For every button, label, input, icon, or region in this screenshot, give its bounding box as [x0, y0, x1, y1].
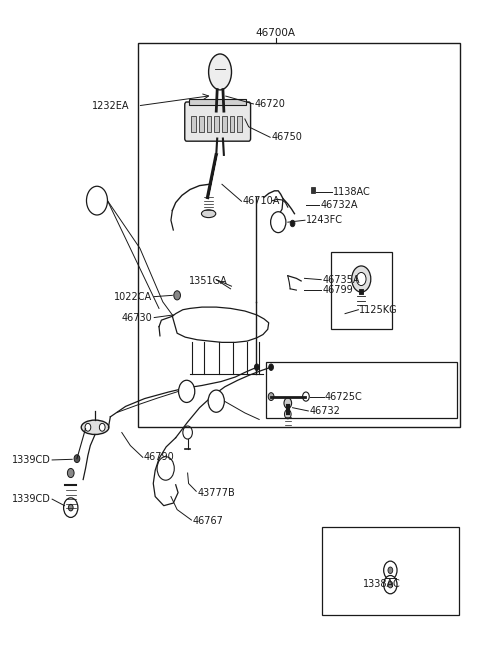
Ellipse shape [216, 111, 225, 117]
Ellipse shape [81, 420, 109, 434]
Text: 46700A: 46700A [256, 28, 296, 38]
Circle shape [384, 561, 397, 579]
FancyBboxPatch shape [185, 102, 251, 141]
Circle shape [67, 468, 74, 478]
Text: 46735A: 46735A [322, 275, 360, 285]
Circle shape [352, 266, 371, 292]
Text: 1338AC: 1338AC [363, 579, 400, 589]
Text: 46725C: 46725C [325, 392, 363, 401]
Text: 1232EA: 1232EA [92, 101, 130, 111]
Bar [331, 252, 392, 329]
Text: 46750: 46750 [271, 133, 302, 142]
Text: 46710A: 46710A [242, 196, 280, 206]
Text: A: A [276, 218, 281, 227]
Circle shape [384, 575, 397, 594]
Text: 1351GA: 1351GA [189, 276, 228, 286]
Bar [322, 527, 458, 615]
Text: 1022CA: 1022CA [114, 292, 152, 302]
Circle shape [179, 380, 195, 403]
Text: 46732A: 46732A [320, 200, 358, 210]
Text: 1125KG: 1125KG [360, 304, 398, 315]
Circle shape [268, 393, 274, 401]
Circle shape [208, 390, 224, 412]
Text: 1243FC: 1243FC [306, 215, 343, 225]
Text: A: A [213, 397, 219, 405]
Bar [237, 115, 242, 132]
Circle shape [284, 398, 292, 408]
Text: 1339CD: 1339CD [12, 455, 51, 465]
Bar [222, 115, 227, 132]
Circle shape [271, 212, 286, 233]
Bar [266, 362, 457, 418]
Text: B: B [94, 196, 100, 205]
Ellipse shape [202, 210, 216, 218]
Ellipse shape [209, 54, 231, 90]
Bar [138, 43, 459, 427]
Bar [189, 99, 246, 104]
Circle shape [86, 186, 108, 215]
Text: 46720: 46720 [254, 99, 285, 109]
Circle shape [388, 567, 393, 573]
Circle shape [285, 409, 291, 419]
Bar [192, 115, 196, 132]
Circle shape [174, 291, 180, 300]
Circle shape [269, 364, 274, 371]
Circle shape [254, 364, 259, 371]
Text: 1339CD: 1339CD [12, 494, 51, 504]
Circle shape [68, 504, 73, 511]
Circle shape [85, 423, 91, 431]
Text: 46732: 46732 [309, 406, 340, 416]
Text: 1138AC: 1138AC [333, 187, 371, 197]
Text: 46799: 46799 [322, 285, 353, 295]
Bar [199, 115, 204, 132]
Circle shape [357, 272, 366, 285]
Circle shape [290, 220, 295, 227]
Text: 46790: 46790 [144, 453, 175, 462]
Text: 46730: 46730 [121, 312, 152, 323]
Text: 46767: 46767 [192, 516, 223, 526]
Text: 43777B: 43777B [197, 487, 235, 498]
Bar [215, 115, 219, 132]
Circle shape [99, 423, 105, 431]
Circle shape [388, 581, 393, 588]
Bar [229, 115, 234, 132]
Circle shape [302, 392, 309, 401]
Bar [311, 187, 315, 193]
Circle shape [74, 455, 80, 462]
Bar [207, 115, 212, 132]
Text: B: B [184, 387, 190, 396]
